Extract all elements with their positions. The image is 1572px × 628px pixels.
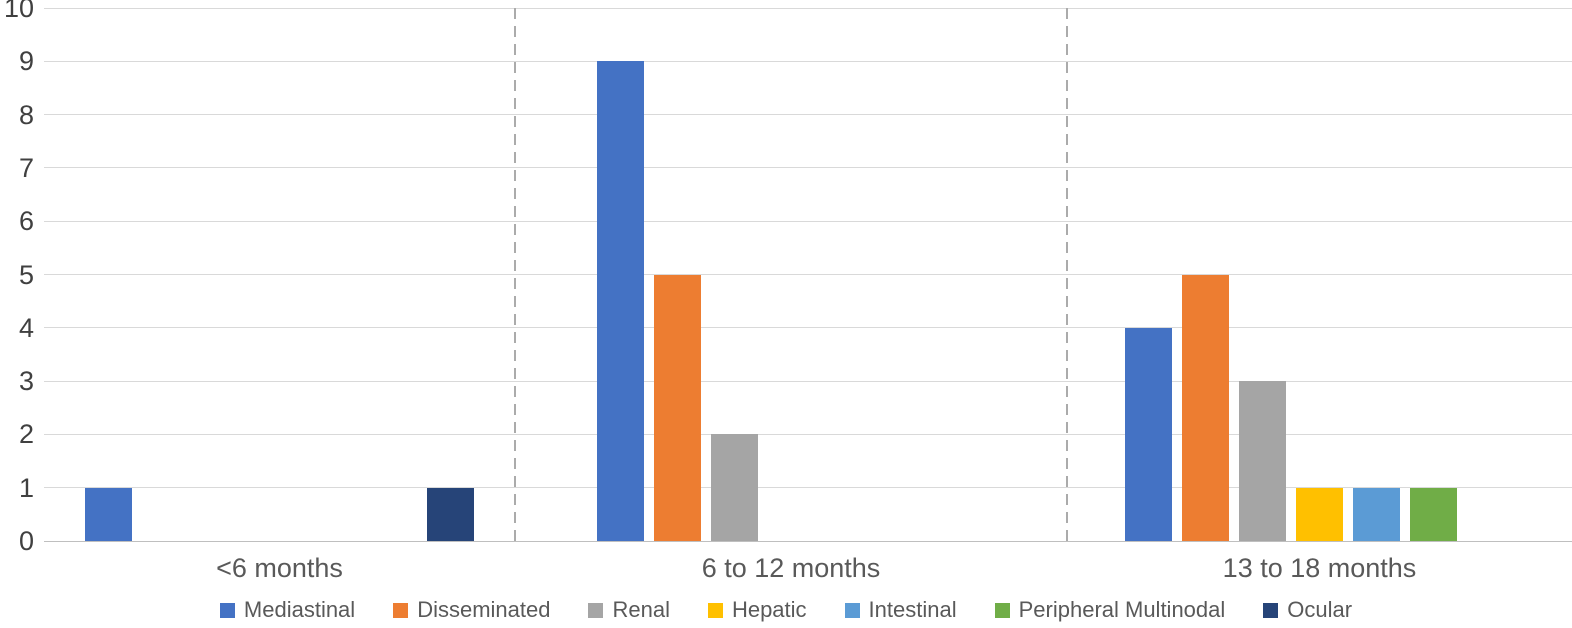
y-tick-label-2: 2 <box>18 419 34 450</box>
y-tick-label-9: 9 <box>18 46 34 77</box>
y-tick-label-4: 4 <box>18 312 34 343</box>
bar-disseminated <box>653 274 701 541</box>
legend-item-disseminated: Disseminated <box>393 597 550 623</box>
x-category-label-1: <6 months <box>216 553 343 583</box>
legend-label: Hepatic <box>731 597 807 622</box>
legend-swatch-icon <box>588 602 604 618</box>
gridline-1 <box>44 487 1572 489</box>
y-tick-label-8: 8 <box>18 99 34 130</box>
legend-item-hepatic: Hepatic <box>707 597 807 623</box>
category-separator-1 <box>514 8 516 541</box>
legend-swatch-icon <box>1263 602 1279 618</box>
legend-swatch-icon <box>393 602 409 618</box>
x-category-label-2: 6 to 12 months <box>701 553 881 583</box>
y-tick-label-5: 5 <box>18 259 34 290</box>
bar-mediastinal <box>596 61 644 541</box>
gridline-7 <box>44 167 1572 169</box>
gridline-10 <box>44 7 1572 9</box>
bar-cluster <box>85 8 474 541</box>
bar-group-3 <box>1067 8 1572 541</box>
bar-mediastinal <box>1125 327 1172 541</box>
legend-label: Mediastinal <box>243 597 356 622</box>
bar-renal <box>1239 381 1286 541</box>
legend-label: Ocular <box>1287 597 1353 622</box>
y-tick-label-3: 3 <box>18 366 34 397</box>
legend-swatch-icon <box>994 602 1010 618</box>
y-tick-label-6: 6 <box>18 206 34 237</box>
legend-label: Intestinal <box>868 597 957 622</box>
bar-group-1 <box>44 8 515 541</box>
legend-item-intestinal: Intestinal <box>844 597 957 623</box>
gridline-5 <box>44 274 1572 275</box>
legend-item-peripheral-multinodal: Peripheral Multinodal <box>994 597 1226 623</box>
x-category-label-3: 13 to 18 months <box>1222 553 1417 583</box>
gridline-9 <box>44 60 1572 62</box>
bar-hepatic <box>1296 487 1343 541</box>
gridline-3 <box>44 380 1572 382</box>
plot-area <box>44 7 1572 542</box>
y-tick-label-7: 7 <box>18 152 34 183</box>
legend-label: Renal <box>612 597 670 622</box>
x-axis-labels: <6 months 6 to 12 months 13 to 18 months <box>44 553 1572 584</box>
gridline-8 <box>44 114 1572 116</box>
legend-label: Disseminated <box>417 597 551 622</box>
bar-group-2 <box>515 8 1067 541</box>
y-tick-label-0: 0 <box>18 526 34 556</box>
bar-cluster <box>1125 8 1514 541</box>
bar-ocular <box>427 487 474 541</box>
legend: Mediastinal Disseminated Renal Hepatic Intes… <box>0 597 1572 623</box>
legend-swatch-icon <box>707 602 723 618</box>
legend-swatch-icon <box>219 602 235 618</box>
gridline-6 <box>44 220 1572 222</box>
legend-item-renal: Renal <box>588 597 670 623</box>
legend-label: Peripheral Multinodal <box>1018 597 1226 622</box>
bar-cluster <box>596 8 986 541</box>
gridline-4 <box>44 327 1572 329</box>
bar-mediastinal <box>85 487 132 541</box>
legend-item-ocular: Ocular <box>1263 597 1352 623</box>
bar-renal <box>710 434 758 541</box>
y-tick-label-10: 10 <box>3 0 34 23</box>
bar-peripheral-multinodal <box>1410 487 1457 541</box>
gridline-2 <box>44 433 1572 435</box>
legend-item-mediastinal: Mediastinal <box>219 597 356 623</box>
bar-intestinal <box>1353 487 1400 541</box>
bar-disseminated <box>1182 274 1229 541</box>
y-tick-label-1: 1 <box>18 472 34 503</box>
legend-swatch-icon <box>844 602 860 618</box>
category-separator-2 <box>1066 8 1068 541</box>
gridline-0 <box>44 540 1572 542</box>
